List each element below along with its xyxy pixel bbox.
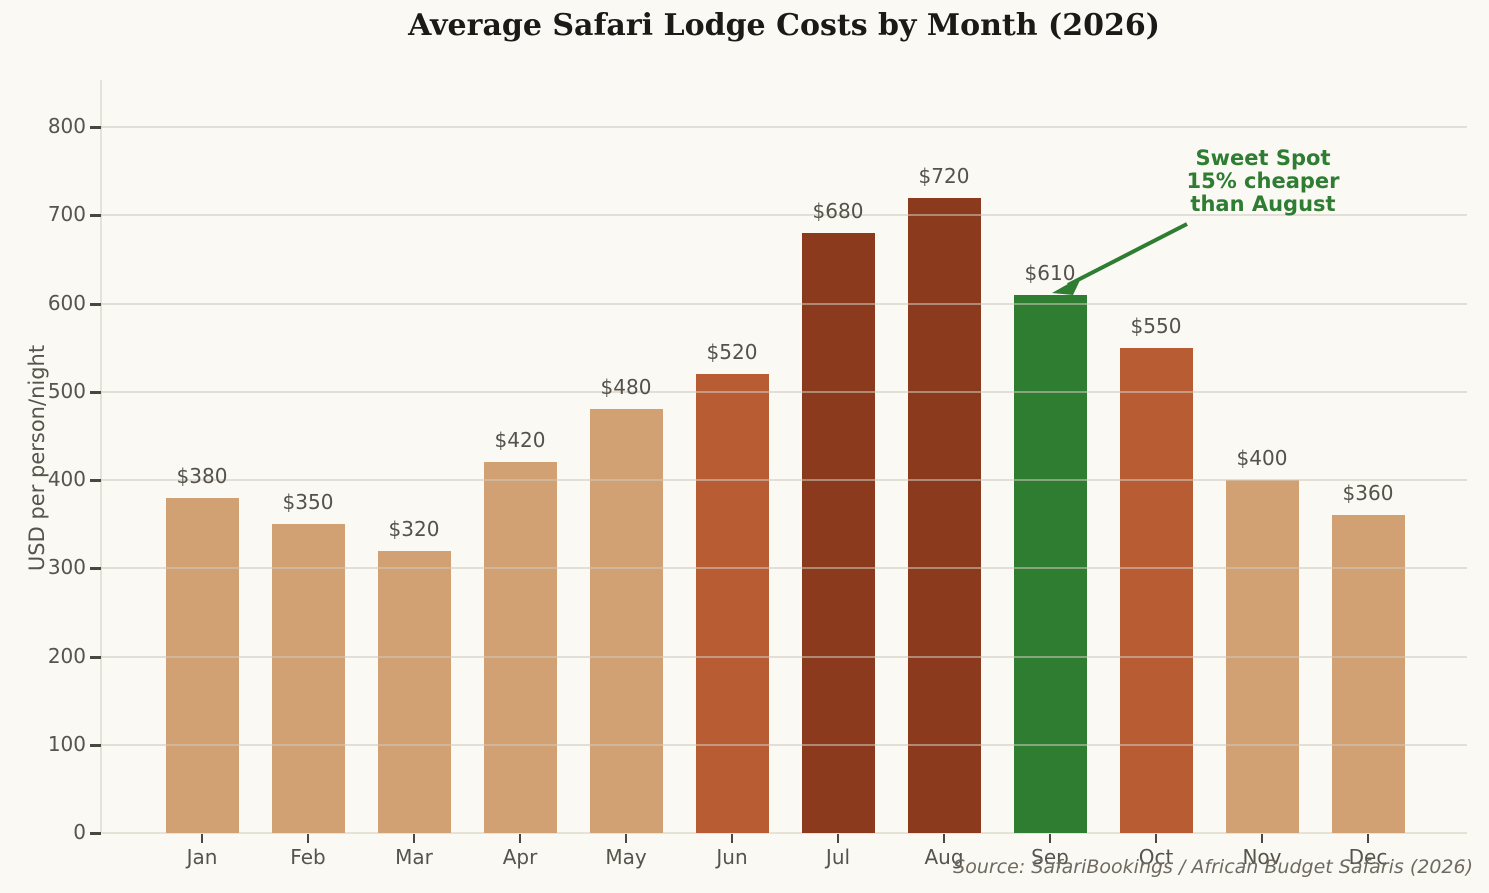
y-tick — [90, 302, 101, 306]
x-tick — [837, 834, 839, 843]
x-tick — [943, 834, 945, 843]
x-tick-label: Apr — [502, 845, 538, 869]
annotation-line: 15% cheaper — [1186, 169, 1340, 193]
y-tick — [90, 214, 101, 218]
bar-value-label: $400 — [1236, 446, 1288, 470]
gridline-200 — [101, 655, 1467, 658]
bar-dec — [1331, 515, 1405, 833]
y-tick-label: 300 — [47, 555, 86, 580]
y-tick — [90, 390, 101, 394]
bar-feb — [271, 524, 345, 833]
chart-title: Average Safari Lodge Costs by Month (202… — [408, 8, 1160, 43]
bar-value-label: $360 — [1342, 481, 1394, 506]
bar-jun — [695, 374, 769, 833]
y-tick — [90, 567, 101, 571]
x-tick — [1367, 834, 1369, 843]
x-tick-label: Sep — [1031, 845, 1069, 869]
bar-jan — [165, 497, 239, 833]
source-note: Source: SafariBookings / African Budget … — [953, 856, 1473, 878]
y-tick-label: 200 — [47, 643, 86, 668]
x-tick — [201, 834, 203, 843]
bar-value-label: $480 — [600, 375, 652, 400]
gridline-700 — [101, 214, 1467, 217]
x-tick-label: Jul — [825, 845, 851, 869]
gridline-500 — [101, 390, 1467, 393]
x-tick-label: Jun — [716, 845, 748, 869]
y-tick-label: 100 — [47, 731, 86, 756]
x-tick — [731, 834, 733, 843]
x-tick — [413, 834, 415, 843]
bar-jul — [801, 232, 875, 833]
bar-value-label: $420 — [494, 428, 546, 453]
bar-aug — [907, 197, 981, 833]
x-tick-label: Dec — [1348, 845, 1388, 869]
sweet-spot-annotation: Sweet Spot 15% cheaper than August — [1108, 147, 1418, 216]
y-tick — [90, 655, 101, 659]
annotation-line: Sweet Spot — [1195, 146, 1331, 170]
y-tick-label: 600 — [47, 290, 86, 315]
gridline-800 — [101, 126, 1467, 128]
x-tick — [1155, 834, 1157, 843]
y-tick — [90, 832, 101, 835]
y-tick-label: 800 — [47, 114, 86, 138]
bar-value-label: $320 — [388, 516, 440, 541]
x-axis-baseline — [101, 832, 1467, 834]
x-tick — [625, 834, 627, 843]
x-tick-label: May — [605, 845, 647, 869]
bar-mar — [377, 550, 451, 833]
y-tick-label: 0 — [73, 820, 86, 844]
y-axis-spine — [100, 80, 102, 833]
bar-sep — [1013, 294, 1087, 833]
y-tick — [90, 743, 101, 747]
y-axis-label: USD per person/night — [25, 344, 49, 572]
bar-value-label: $550 — [1130, 313, 1182, 338]
gridline-600 — [101, 302, 1467, 305]
gridline-100 — [101, 743, 1467, 746]
bar-apr — [483, 462, 557, 833]
bar-value-label: $380 — [176, 463, 228, 488]
bar-oct — [1119, 347, 1193, 833]
x-tick-label: Feb — [290, 845, 326, 869]
bar-value-label: $610 — [1024, 260, 1076, 285]
bar-value-label: $680 — [812, 198, 864, 223]
x-tick-label: Oct — [1138, 845, 1174, 869]
x-tick — [307, 834, 309, 843]
y-tick — [90, 479, 101, 482]
y-tick-label: 700 — [47, 202, 86, 227]
x-tick-label: Mar — [395, 845, 433, 869]
x-tick — [1261, 834, 1263, 843]
bar-may — [589, 409, 663, 833]
y-tick-label: 400 — [47, 467, 86, 491]
x-tick — [1049, 834, 1051, 843]
gridline-300 — [101, 567, 1467, 570]
y-tick-label: 500 — [47, 378, 86, 403]
annotation-line: than August — [1190, 192, 1336, 216]
y-tick — [90, 126, 101, 129]
bar-value-label: $520 — [706, 340, 758, 365]
x-tick — [519, 834, 521, 843]
bar-value-label: $720 — [918, 163, 970, 188]
x-tick-label: Aug — [924, 845, 964, 869]
x-tick-label: Nov — [1242, 845, 1282, 869]
gridline-400 — [101, 479, 1467, 481]
bar-value-label: $350 — [282, 490, 334, 515]
x-tick-label: Jan — [186, 845, 218, 869]
